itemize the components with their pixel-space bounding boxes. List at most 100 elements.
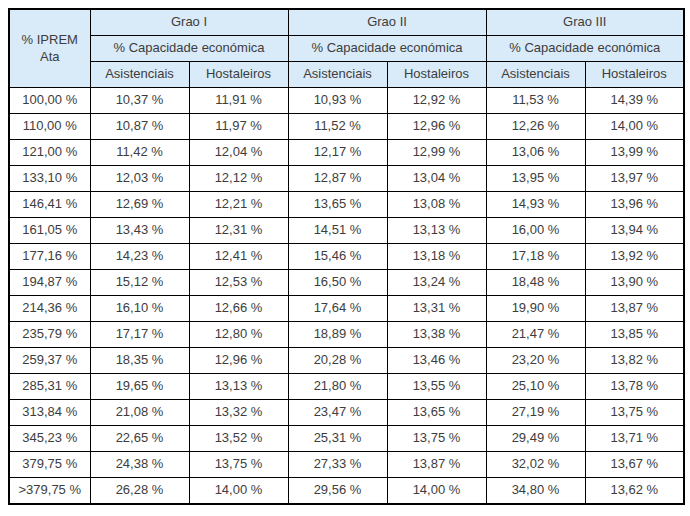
value-cell: 13,75 % — [387, 426, 486, 452]
iprem-value-cell: 235,79 % — [9, 322, 90, 348]
value-cell: 13,13 % — [189, 374, 288, 400]
column-header-hostaleiros: Hostaleiros — [585, 62, 684, 88]
value-cell: 11,42 % — [90, 140, 189, 166]
value-cell: 13,08 % — [387, 192, 486, 218]
iprem-value-cell: 379,75 % — [9, 452, 90, 478]
value-cell: 14,00 % — [189, 478, 288, 505]
table-row: 121,00 %11,42 %12,04 %12,17 %12,99 %13,0… — [9, 140, 684, 166]
iprem-value-cell: 285,31 % — [9, 374, 90, 400]
table-row: 146,41 %12,69 %12,21 %13,65 %13,08 %14,9… — [9, 192, 684, 218]
iprem-value-cell: 259,37 % — [9, 348, 90, 374]
value-cell: 14,00 % — [387, 478, 486, 505]
document-page: % IPREM Ata Grao I Grao II Grao III % Ca… — [0, 0, 690, 516]
value-cell: 15,12 % — [90, 270, 189, 296]
value-cell: 13,92 % — [585, 244, 684, 270]
header-row-columns: Asistenciais Hostaleiros Asistenciais Ho… — [9, 62, 684, 88]
value-cell: 12,92 % — [387, 88, 486, 114]
value-cell: 13,75 % — [585, 400, 684, 426]
value-cell: 17,18 % — [486, 244, 585, 270]
value-cell: 13,87 % — [585, 296, 684, 322]
value-cell: 20,28 % — [288, 348, 387, 374]
table-row: 214,36 %16,10 %12,66 %17,64 %13,31 %19,9… — [9, 296, 684, 322]
value-cell: 14,00 % — [585, 114, 684, 140]
value-cell: 23,20 % — [486, 348, 585, 374]
value-cell: 13,52 % — [189, 426, 288, 452]
value-cell: 23,47 % — [288, 400, 387, 426]
value-cell: 10,37 % — [90, 88, 189, 114]
table-row: 379,75 %24,38 %13,75 %27,33 %13,87 %32,0… — [9, 452, 684, 478]
group-header-grao-iii: Grao III — [486, 9, 684, 36]
value-cell: 18,35 % — [90, 348, 189, 374]
value-cell: 27,33 % — [288, 452, 387, 478]
value-cell: 24,38 % — [90, 452, 189, 478]
value-cell: 21,08 % — [90, 400, 189, 426]
value-cell: 13,97 % — [585, 166, 684, 192]
value-cell: 10,87 % — [90, 114, 189, 140]
iprem-value-cell: 214,36 % — [9, 296, 90, 322]
group-header-grao-i: Grao I — [90, 9, 288, 36]
value-cell: 13,96 % — [585, 192, 684, 218]
table-row: >379,75 %26,28 %14,00 %29,56 %14,00 %34,… — [9, 478, 684, 505]
value-cell: 13,46 % — [387, 348, 486, 374]
value-cell: 15,46 % — [288, 244, 387, 270]
value-cell: 12,03 % — [90, 166, 189, 192]
value-cell: 12,87 % — [288, 166, 387, 192]
iprem-value-cell: 345,23 % — [9, 426, 90, 452]
column-header-hostaleiros: Hostaleiros — [189, 62, 288, 88]
table-row: 313,84 %21,08 %13,32 %23,47 %13,65 %27,1… — [9, 400, 684, 426]
iprem-value-cell: >379,75 % — [9, 478, 90, 505]
value-cell: 21,47 % — [486, 322, 585, 348]
value-cell: 16,00 % — [486, 218, 585, 244]
value-cell: 25,31 % — [288, 426, 387, 452]
value-cell: 13,13 % — [387, 218, 486, 244]
table-row: 285,31 %19,65 %13,13 %21,80 %13,55 %25,1… — [9, 374, 684, 400]
value-cell: 12,99 % — [387, 140, 486, 166]
table-header: % IPREM Ata Grao I Grao II Grao III % Ca… — [9, 9, 684, 88]
value-cell: 29,56 % — [288, 478, 387, 505]
value-cell: 14,93 % — [486, 192, 585, 218]
value-cell: 14,39 % — [585, 88, 684, 114]
iprem-value-cell: 313,84 % — [9, 400, 90, 426]
value-cell: 14,23 % — [90, 244, 189, 270]
value-cell: 13,85 % — [585, 322, 684, 348]
value-cell: 13,90 % — [585, 270, 684, 296]
column-header-asistenciais: Asistenciais — [90, 62, 189, 88]
table-row: 235,79 %17,17 %12,80 %18,89 %13,38 %21,4… — [9, 322, 684, 348]
subheader-grao-iii: % Capacidade económica — [486, 36, 684, 62]
value-cell: 32,02 % — [486, 452, 585, 478]
value-cell: 17,17 % — [90, 322, 189, 348]
column-header-asistenciais: Asistenciais — [288, 62, 387, 88]
value-cell: 13,62 % — [585, 478, 684, 505]
iprem-value-cell: 121,00 % — [9, 140, 90, 166]
value-cell: 12,12 % — [189, 166, 288, 192]
table-row: 100,00 %10,37 %11,91 %10,93 %12,92 %11,5… — [9, 88, 684, 114]
iprem-header-cell: % IPREM Ata — [9, 9, 90, 88]
table-row: 345,23 %22,65 %13,52 %25,31 %13,75 %29,4… — [9, 426, 684, 452]
iprem-value-cell: 177,16 % — [9, 244, 90, 270]
group-header-grao-ii: Grao II — [288, 9, 486, 36]
column-header-hostaleiros: Hostaleiros — [387, 62, 486, 88]
value-cell: 13,43 % — [90, 218, 189, 244]
iprem-value-cell: 194,87 % — [9, 270, 90, 296]
value-cell: 13,38 % — [387, 322, 486, 348]
value-cell: 12,66 % — [189, 296, 288, 322]
iprem-value-cell: 133,10 % — [9, 166, 90, 192]
value-cell: 29,49 % — [486, 426, 585, 452]
value-cell: 12,21 % — [189, 192, 288, 218]
value-cell: 12,41 % — [189, 244, 288, 270]
value-cell: 16,50 % — [288, 270, 387, 296]
value-cell: 13,24 % — [387, 270, 486, 296]
table-row: 259,37 %18,35 %12,96 %20,28 %13,46 %23,2… — [9, 348, 684, 374]
value-cell: 13,18 % — [387, 244, 486, 270]
value-cell: 13,55 % — [387, 374, 486, 400]
iprem-value-cell: 146,41 % — [9, 192, 90, 218]
header-row-subheaders: % Capacidade económica % Capacidade econ… — [9, 36, 684, 62]
value-cell: 12,96 % — [189, 348, 288, 374]
value-cell: 21,80 % — [288, 374, 387, 400]
value-cell: 26,28 % — [90, 478, 189, 505]
table-row: 194,87 %15,12 %12,53 %16,50 %13,24 %18,4… — [9, 270, 684, 296]
table-row: 177,16 %14,23 %12,41 %15,46 %13,18 %17,1… — [9, 244, 684, 270]
value-cell: 11,53 % — [486, 88, 585, 114]
value-cell: 13,71 % — [585, 426, 684, 452]
value-cell: 13,65 % — [288, 192, 387, 218]
